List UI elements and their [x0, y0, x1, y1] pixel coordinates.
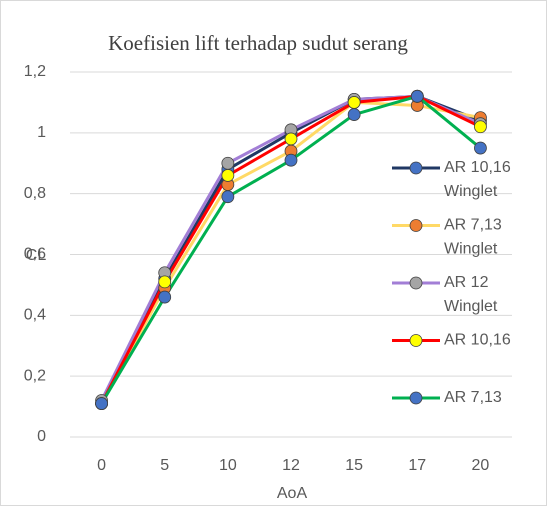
x-tick-label: 15	[345, 457, 363, 474]
chart-border	[0, 0, 547, 506]
data-point	[158, 290, 172, 304]
legend-marker	[409, 219, 423, 232]
y-tick-label: 0	[37, 428, 46, 445]
data-point	[410, 89, 424, 103]
y-tick-label: 1	[37, 124, 46, 141]
legend-marker	[409, 334, 423, 347]
y-tick-label: 1,2	[24, 63, 46, 80]
x-tick-label: 12	[282, 457, 300, 474]
data-point	[95, 397, 108, 410]
data-point	[347, 96, 361, 109]
y-tick-label: 0,6	[24, 246, 46, 263]
data-point	[474, 141, 487, 155]
data-point	[474, 120, 487, 134]
legend-label: AR 12 Winglet	[444, 274, 498, 315]
data-point	[158, 275, 172, 289]
chart-title: Koefisien lift terhadap sudut serang	[108, 31, 408, 55]
y-tick-label: 0,4	[24, 307, 46, 324]
x-axis-label: AoA	[277, 485, 308, 502]
legend-label: AR 7,13	[444, 389, 502, 406]
data-point	[221, 156, 235, 170]
data-point	[221, 190, 235, 204]
x-tick-label: 5	[160, 457, 169, 474]
x-tick-label: 0	[97, 457, 106, 474]
legend-marker	[409, 161, 423, 175]
data-point	[347, 108, 361, 121]
legend-label: AR 10,16 Winglet	[444, 159, 511, 200]
legend-marker	[409, 276, 423, 290]
x-tick-label: 17	[408, 457, 426, 474]
y-tick-label: 0,8	[24, 185, 46, 202]
data-point	[284, 132, 298, 146]
legend-marker	[409, 391, 423, 405]
legend-label: AR 7,13 Winglet	[444, 217, 502, 258]
x-tick-label: 20	[472, 457, 490, 474]
data-point	[284, 153, 298, 167]
y-axis-label: CL	[26, 247, 47, 264]
data-point	[221, 169, 235, 182]
x-tick-label: 10	[219, 457, 237, 474]
legend-label: AR 10,16	[444, 332, 511, 349]
y-tick-label: 0,2	[24, 367, 46, 384]
